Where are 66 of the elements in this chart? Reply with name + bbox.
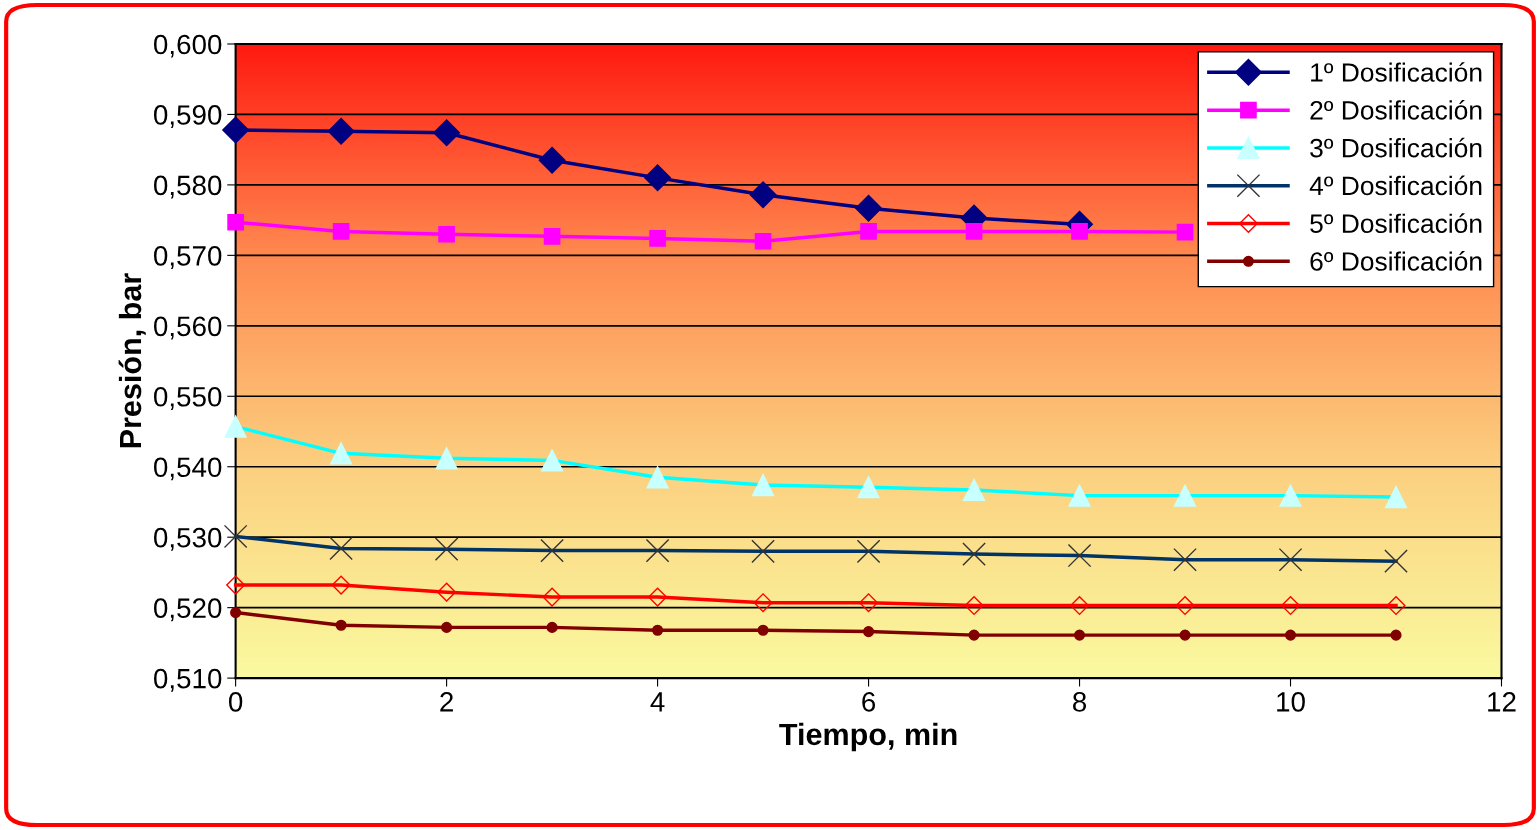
y-tick-label: 0,550 — [154, 386, 222, 410]
x-axis-title: Tiempo, min — [779, 722, 957, 752]
point — [1070, 596, 1090, 616]
point — [1179, 629, 1191, 641]
y-tick-label: 0,530 — [154, 527, 222, 551]
y-tick-label: 0,570 — [154, 246, 222, 269]
point — [542, 587, 562, 607]
point — [859, 593, 879, 613]
legend-label: 1º Dosificación — [1311, 62, 1482, 82]
point — [964, 596, 984, 616]
x-tick-label: 10 — [1277, 692, 1305, 712]
point — [327, 117, 355, 145]
point — [437, 582, 457, 602]
legend-label: 4º Dosificación — [1309, 175, 1482, 196]
point — [226, 575, 246, 595]
legend-label: 2º Dosificación — [1310, 99, 1482, 120]
point — [860, 223, 877, 240]
x-tick-label: 4 — [650, 692, 665, 712]
point — [1176, 223, 1194, 241]
point — [227, 213, 244, 231]
x-tick-label: 12 — [1488, 692, 1516, 712]
legend-label: 6º Dosificación — [1310, 251, 1482, 271]
legend-label: 5º Dosificación — [1310, 213, 1482, 234]
point — [652, 624, 664, 636]
point — [965, 223, 983, 240]
point — [331, 575, 351, 595]
point — [649, 230, 666, 247]
point — [753, 593, 773, 613]
point — [433, 119, 461, 147]
legend-label: 3º Dosificación — [1310, 137, 1482, 158]
point — [332, 223, 350, 240]
point — [438, 225, 455, 243]
y-tick-label: 0,600 — [154, 34, 222, 58]
point — [546, 621, 558, 633]
y-tick-label: 0,590 — [154, 105, 222, 129]
y-tick-label: 0,580 — [154, 175, 222, 199]
y-tick-label: 0,540 — [154, 457, 222, 481]
x-tick-label: 6 — [862, 692, 876, 712]
x-tick-label: 0 — [228, 692, 243, 712]
point — [1280, 596, 1301, 616]
point — [543, 228, 561, 245]
point — [757, 624, 769, 636]
point — [855, 194, 883, 222]
y-axis-title: Presión, bar — [118, 273, 146, 448]
point — [1386, 596, 1406, 616]
x-tick-label: 2 — [440, 692, 453, 712]
point — [1175, 596, 1195, 616]
x-tick-label: 8 — [1073, 692, 1087, 712]
point — [644, 164, 672, 192]
point — [754, 232, 772, 250]
point — [1284, 629, 1297, 641]
point — [968, 629, 980, 641]
y-tick-label: 0,520 — [154, 598, 222, 622]
point — [1390, 629, 1402, 641]
y-tick-label: 0,510 — [154, 668, 222, 692]
point — [1071, 223, 1088, 240]
point — [863, 626, 875, 638]
point — [538, 146, 566, 174]
point — [441, 621, 453, 633]
point — [222, 116, 250, 144]
point — [749, 181, 777, 209]
point — [335, 619, 347, 631]
point — [230, 607, 242, 619]
y-tick-label: 0,560 — [154, 316, 222, 340]
point — [648, 587, 668, 607]
point — [1073, 629, 1086, 641]
